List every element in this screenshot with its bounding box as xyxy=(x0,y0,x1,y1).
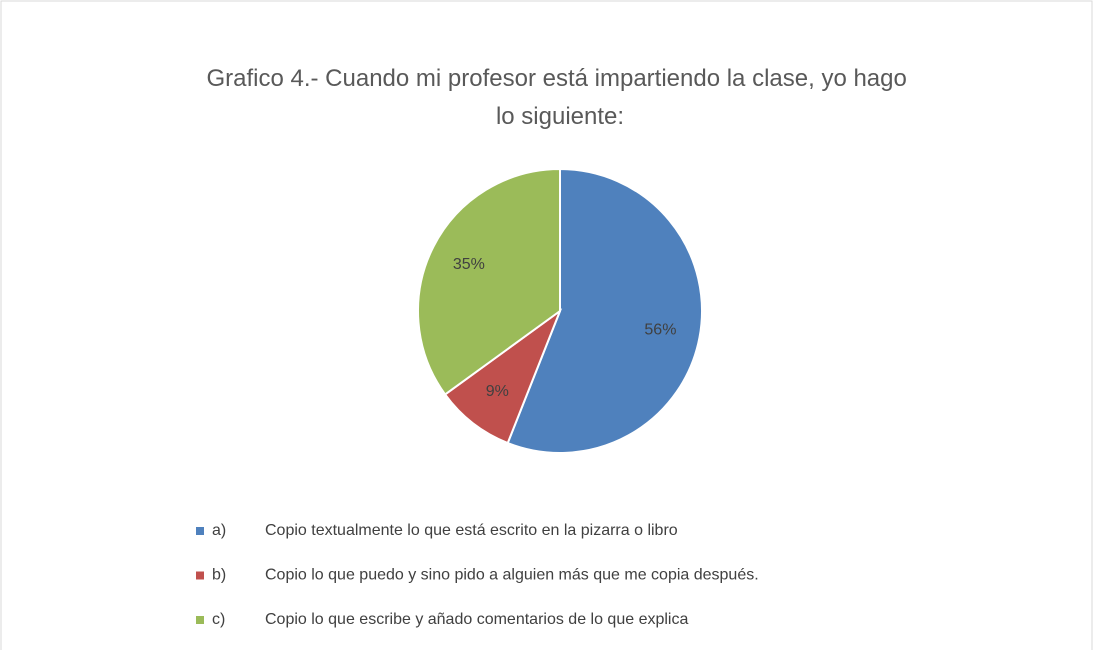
pie-slice xyxy=(506,167,703,454)
legend-swatch xyxy=(196,616,204,624)
data-label: 56% xyxy=(644,321,676,338)
legend-swatch xyxy=(196,527,204,535)
legend-label: a) Copio textualmente lo que está escrit… xyxy=(212,522,678,539)
legend-label: c) Copio lo que escribe y añado comentar… xyxy=(212,611,688,628)
chart-title: Grafico 4.- Cuando mi profesor está impa… xyxy=(206,65,913,130)
legend-label: b) Copio lo que puedo y sino pido a algu… xyxy=(212,567,759,584)
data-label: 9% xyxy=(486,383,509,400)
data-label: 35% xyxy=(453,256,485,273)
pie-slice xyxy=(417,167,561,396)
legend-swatch xyxy=(196,571,204,580)
pie-slice xyxy=(443,308,563,445)
